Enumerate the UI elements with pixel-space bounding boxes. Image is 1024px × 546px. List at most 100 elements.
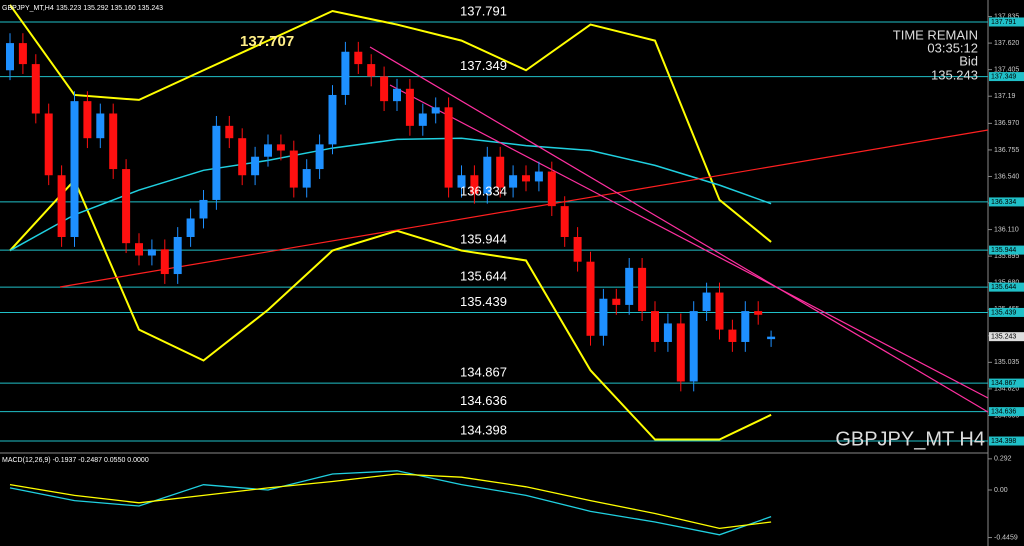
bid-axis-label: 135.243 xyxy=(991,333,1016,340)
bid-box xyxy=(989,332,1024,342)
axis-level-label: 135.439 xyxy=(991,309,1016,316)
level-label: 134.636 xyxy=(460,393,507,408)
axis-level-label: 134.398 xyxy=(991,438,1016,445)
y-tick-label: 136.970 xyxy=(994,120,1019,127)
axis-level-box xyxy=(989,245,1024,255)
level-label: 135.439 xyxy=(460,294,507,309)
candle-body xyxy=(676,323,685,382)
candle-body xyxy=(741,311,750,342)
candle-body xyxy=(689,311,698,382)
candle-body xyxy=(186,218,195,237)
candle-body xyxy=(315,144,324,170)
candle-body xyxy=(109,113,118,170)
y-tick-label: 136.540 xyxy=(994,173,1019,180)
candle-body xyxy=(264,144,272,157)
y-tick-label: 135.035 xyxy=(994,359,1019,366)
candle-body xyxy=(728,329,737,342)
y-tick-label: 134.820 xyxy=(994,386,1019,393)
candle-body xyxy=(83,101,92,139)
candle-body xyxy=(470,175,479,194)
candle-body xyxy=(534,171,543,182)
candle-body xyxy=(96,113,105,139)
candle-body xyxy=(612,298,621,305)
candle-body xyxy=(199,199,208,219)
candle-body xyxy=(599,298,608,336)
y-tick-label: 136.755 xyxy=(994,147,1019,154)
high-label: 137.707 xyxy=(240,33,294,50)
indicator-line xyxy=(9,178,772,441)
axis-level-label: 134.867 xyxy=(991,380,1016,387)
candle-body xyxy=(522,175,530,182)
candle-body xyxy=(31,64,40,114)
candle-body xyxy=(509,175,518,188)
axis-level-label: 137.349 xyxy=(991,73,1016,80)
ohlc-text: 135.223 135.292 135.160 135.243 xyxy=(56,5,163,12)
candle-body xyxy=(289,150,298,188)
axis-level-box xyxy=(989,72,1024,82)
candle-body xyxy=(367,64,376,77)
candle-body xyxy=(380,76,389,102)
candle-body xyxy=(70,101,79,237)
y-tick-label: 135.895 xyxy=(994,253,1019,260)
macd-tick-label: 0.292 xyxy=(994,456,1012,463)
candle-body xyxy=(405,88,414,126)
candle-body xyxy=(302,169,311,188)
candle-body xyxy=(767,336,776,340)
candle-body xyxy=(147,249,156,256)
candle-body xyxy=(18,43,27,65)
candle-body xyxy=(135,243,143,256)
axis-level-label: 136.334 xyxy=(991,199,1016,206)
candle-body xyxy=(212,125,221,200)
axis-level-box xyxy=(989,197,1024,207)
indicator-line xyxy=(9,4,772,243)
y-tick-label: 137.405 xyxy=(994,66,1019,73)
y-tick-label: 136.110 xyxy=(994,226,1019,233)
trend-line xyxy=(369,46,989,413)
watermark: GBPJPY_MT H4 xyxy=(835,428,985,450)
level-label: 135.944 xyxy=(460,232,507,247)
candle-body xyxy=(715,292,724,330)
axis-level-box xyxy=(989,17,1024,27)
candle-body xyxy=(57,175,66,237)
candle-body xyxy=(586,261,595,336)
candle-body xyxy=(457,175,466,188)
candle-body xyxy=(702,292,711,312)
info-title: TIME REMAIN xyxy=(893,27,978,42)
candle-body xyxy=(44,113,53,176)
candle-body xyxy=(651,311,659,342)
indicator-line xyxy=(9,473,772,530)
candle-body xyxy=(354,51,363,65)
candle-body xyxy=(341,51,350,95)
candle-body xyxy=(754,311,763,315)
symbol: GBPJPY_MT,H4 xyxy=(2,5,54,12)
candle-body xyxy=(431,107,440,114)
macd-header: MACD(12,26,9) -0.1937 -0.2487 0.0550 0.0… xyxy=(2,457,149,464)
axis-level-label: 135.944 xyxy=(991,247,1016,254)
level-label: 134.867 xyxy=(460,365,507,380)
candle-body xyxy=(663,323,672,342)
axis-level-label: 137.791 xyxy=(991,19,1016,26)
candle-body xyxy=(625,267,634,305)
info-bid-label: Bid xyxy=(959,53,978,68)
candle-body xyxy=(276,144,285,151)
candle-body xyxy=(393,88,401,102)
indicator-line xyxy=(9,470,772,536)
macd-tick-label: -0.4459 xyxy=(994,534,1018,541)
candle-body xyxy=(560,206,569,237)
candle-body xyxy=(225,125,234,139)
level-label: 137.349 xyxy=(460,58,507,73)
candle-body xyxy=(573,236,582,262)
y-tick-label: 137.620 xyxy=(994,40,1019,47)
candle-body xyxy=(6,43,14,71)
candle-body xyxy=(173,236,182,275)
level-label: 137.791 xyxy=(460,3,507,18)
candle-body xyxy=(483,156,492,194)
level-label: 134.398 xyxy=(460,422,507,437)
axis-level-box xyxy=(989,436,1024,446)
macd-tick-label: 0.00 xyxy=(994,487,1008,494)
info-bid: 135.243 xyxy=(931,67,978,82)
candle-body xyxy=(122,169,131,244)
axis-level-box xyxy=(989,378,1024,388)
